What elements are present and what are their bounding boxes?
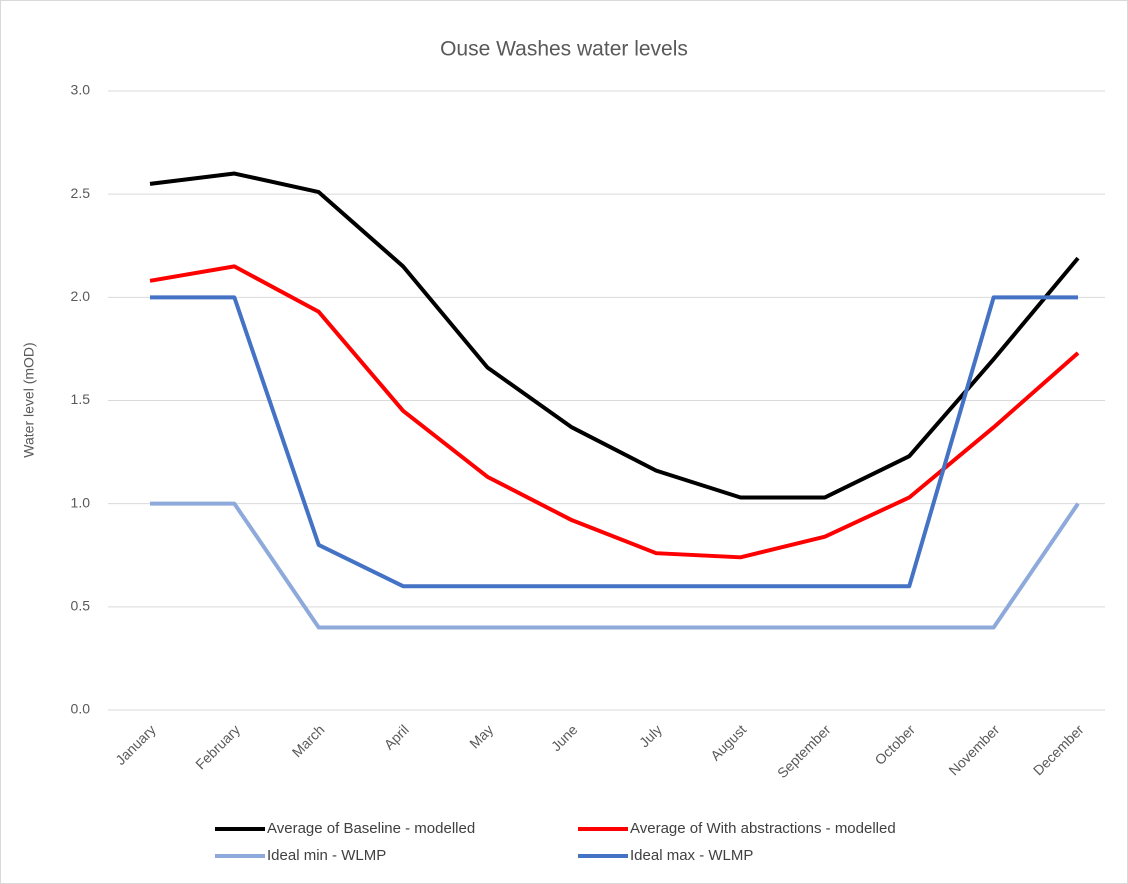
legend-label: Ideal min - WLMP <box>267 847 386 864</box>
chart-title: Ouse Washes water levels <box>440 38 688 61</box>
y-tick-label: 1.5 <box>71 391 91 407</box>
y-axis-label: Water level (mOD) <box>21 342 37 457</box>
y-tick-label: 1.0 <box>71 494 91 510</box>
series-line <box>149 171 1080 500</box>
legend-label: Average of With abstractions - modelled <box>630 820 896 837</box>
y-tick-label: 2.0 <box>71 288 91 304</box>
y-tick-label: 0.5 <box>71 598 91 614</box>
series-line <box>150 501 1080 630</box>
series-line <box>150 295 1078 589</box>
y-tick-label: 2.5 <box>71 185 91 201</box>
legend-label: Ideal max - WLMP <box>630 847 753 864</box>
y-tick-label: 3.0 <box>71 82 91 98</box>
y-tick-label: 0.0 <box>71 701 91 717</box>
legend-label: Average of Baseline - modelled <box>267 820 475 837</box>
series-line <box>149 264 1080 560</box>
